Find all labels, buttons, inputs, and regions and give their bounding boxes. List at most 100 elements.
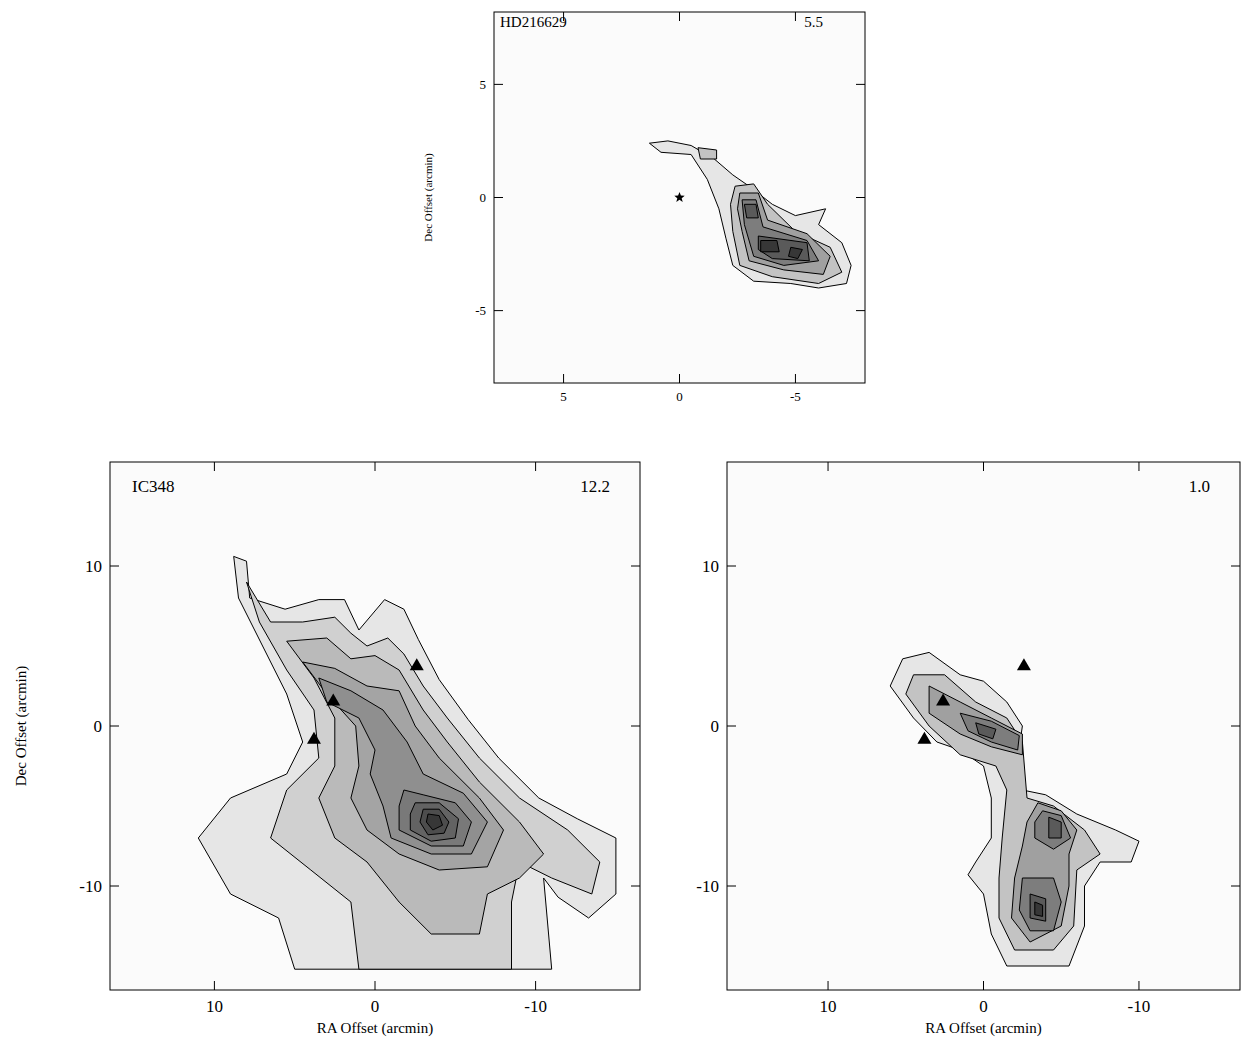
contour [649, 141, 851, 288]
contour [789, 247, 803, 258]
contour [1012, 803, 1077, 942]
panel: 50-5-505HD2166295.5Dec Offset (arcmin) [422, 12, 865, 404]
x-axis-title: RA Offset (arcmin) [317, 1020, 433, 1037]
panel: 10 0 -10 -10 0 10 IC348 12.2 RA Offset (arcmin) D… [13, 462, 640, 1037]
y-tick [856, 197, 865, 198]
y-tick-label: 0 [480, 190, 487, 205]
y-tick [727, 726, 736, 727]
x-tick [535, 462, 536, 471]
x-tick-label: 5 [560, 389, 567, 404]
x-tick [679, 374, 680, 383]
x-tick-label: 0 [676, 389, 683, 404]
y-tick-label: 10 [702, 557, 719, 576]
y-tick [494, 84, 503, 85]
x-tick-label: -5 [790, 389, 801, 404]
x-tick [1138, 462, 1139, 471]
peak-annotation: 1.0 [1189, 477, 1210, 496]
x-tick-label: 0 [979, 997, 988, 1016]
y-tick [1231, 566, 1240, 567]
contour [420, 809, 449, 835]
x-tick [563, 374, 564, 383]
contour [976, 723, 996, 739]
y-tick-label: 0 [711, 717, 720, 736]
x-tick [214, 462, 215, 471]
contour [410, 803, 458, 841]
peak-annotation: 12.2 [580, 477, 610, 496]
plot-area [649, 141, 851, 288]
contour [731, 184, 842, 284]
y-tick-label: -10 [79, 877, 102, 896]
x-tick [375, 462, 376, 471]
y-tick-label: 5 [480, 77, 487, 92]
triangle-marker [1017, 658, 1031, 670]
y-tick [110, 566, 119, 567]
x-tick [1138, 981, 1139, 990]
contour [399, 790, 471, 846]
y-tick [631, 566, 640, 567]
x-tick-label: -10 [1128, 997, 1151, 1016]
y-tick [631, 886, 640, 887]
contour [1019, 878, 1061, 931]
y-tick [494, 197, 503, 198]
frame [494, 12, 865, 383]
peak-annotation: 5.5 [804, 14, 823, 30]
contour [698, 148, 717, 159]
x-tick [679, 12, 680, 21]
x-axis-title: RA Offset (arcmin) [925, 1020, 1041, 1037]
contour [247, 582, 600, 969]
frame [727, 462, 1240, 990]
panel: 10 0 -10 -10 0 10 1.0 RA Offset (arcmin) [696, 462, 1240, 1037]
plot-area [198, 556, 616, 969]
y-axis-title: Dec Offset (arcmin) [13, 666, 30, 787]
plot-background [110, 462, 640, 990]
y-tick [494, 310, 503, 311]
y-tick [110, 726, 119, 727]
contour [287, 638, 544, 934]
y-tick-label: -10 [696, 877, 719, 896]
contour [1035, 811, 1071, 849]
y-axis-title: Dec Offset (arcmin) [422, 153, 435, 242]
contour [929, 686, 1022, 755]
triangle-marker [326, 693, 340, 705]
contour [1030, 894, 1046, 921]
x-tick [828, 462, 829, 471]
contour [744, 204, 758, 218]
star-marker [674, 192, 684, 202]
y-tick-label: 10 [85, 557, 102, 576]
x-tick-label: 10 [820, 997, 837, 1016]
y-tick [1231, 726, 1240, 727]
contour [758, 236, 809, 261]
panel-title: IC348 [132, 477, 175, 496]
plot-background [494, 12, 865, 383]
contour [960, 713, 1019, 750]
plot-background [727, 462, 1240, 990]
contour [319, 678, 488, 854]
y-tick [110, 886, 119, 887]
triangle-marker [936, 693, 950, 705]
contour [761, 241, 780, 252]
x-tick [795, 12, 796, 21]
x-tick [535, 981, 536, 990]
plot-area [890, 652, 1139, 966]
x-tick [795, 374, 796, 383]
y-tick-label: 0 [94, 717, 103, 736]
y-tick [631, 726, 640, 727]
y-tick [727, 886, 736, 887]
y-tick-label: -5 [475, 303, 486, 318]
x-tick-label: -10 [524, 997, 547, 1016]
contour [198, 556, 616, 969]
frame [110, 462, 640, 990]
contour [303, 662, 504, 870]
y-tick [727, 566, 736, 567]
x-tick [983, 462, 984, 471]
contour [426, 814, 442, 830]
contour [906, 675, 1100, 950]
x-tick-label: 10 [206, 997, 223, 1016]
x-tick [375, 981, 376, 990]
contour [1049, 817, 1061, 838]
contour [1035, 902, 1043, 916]
x-tick-label: 0 [371, 997, 380, 1016]
x-tick [214, 981, 215, 990]
x-tick [828, 981, 829, 990]
y-tick [1231, 886, 1240, 887]
